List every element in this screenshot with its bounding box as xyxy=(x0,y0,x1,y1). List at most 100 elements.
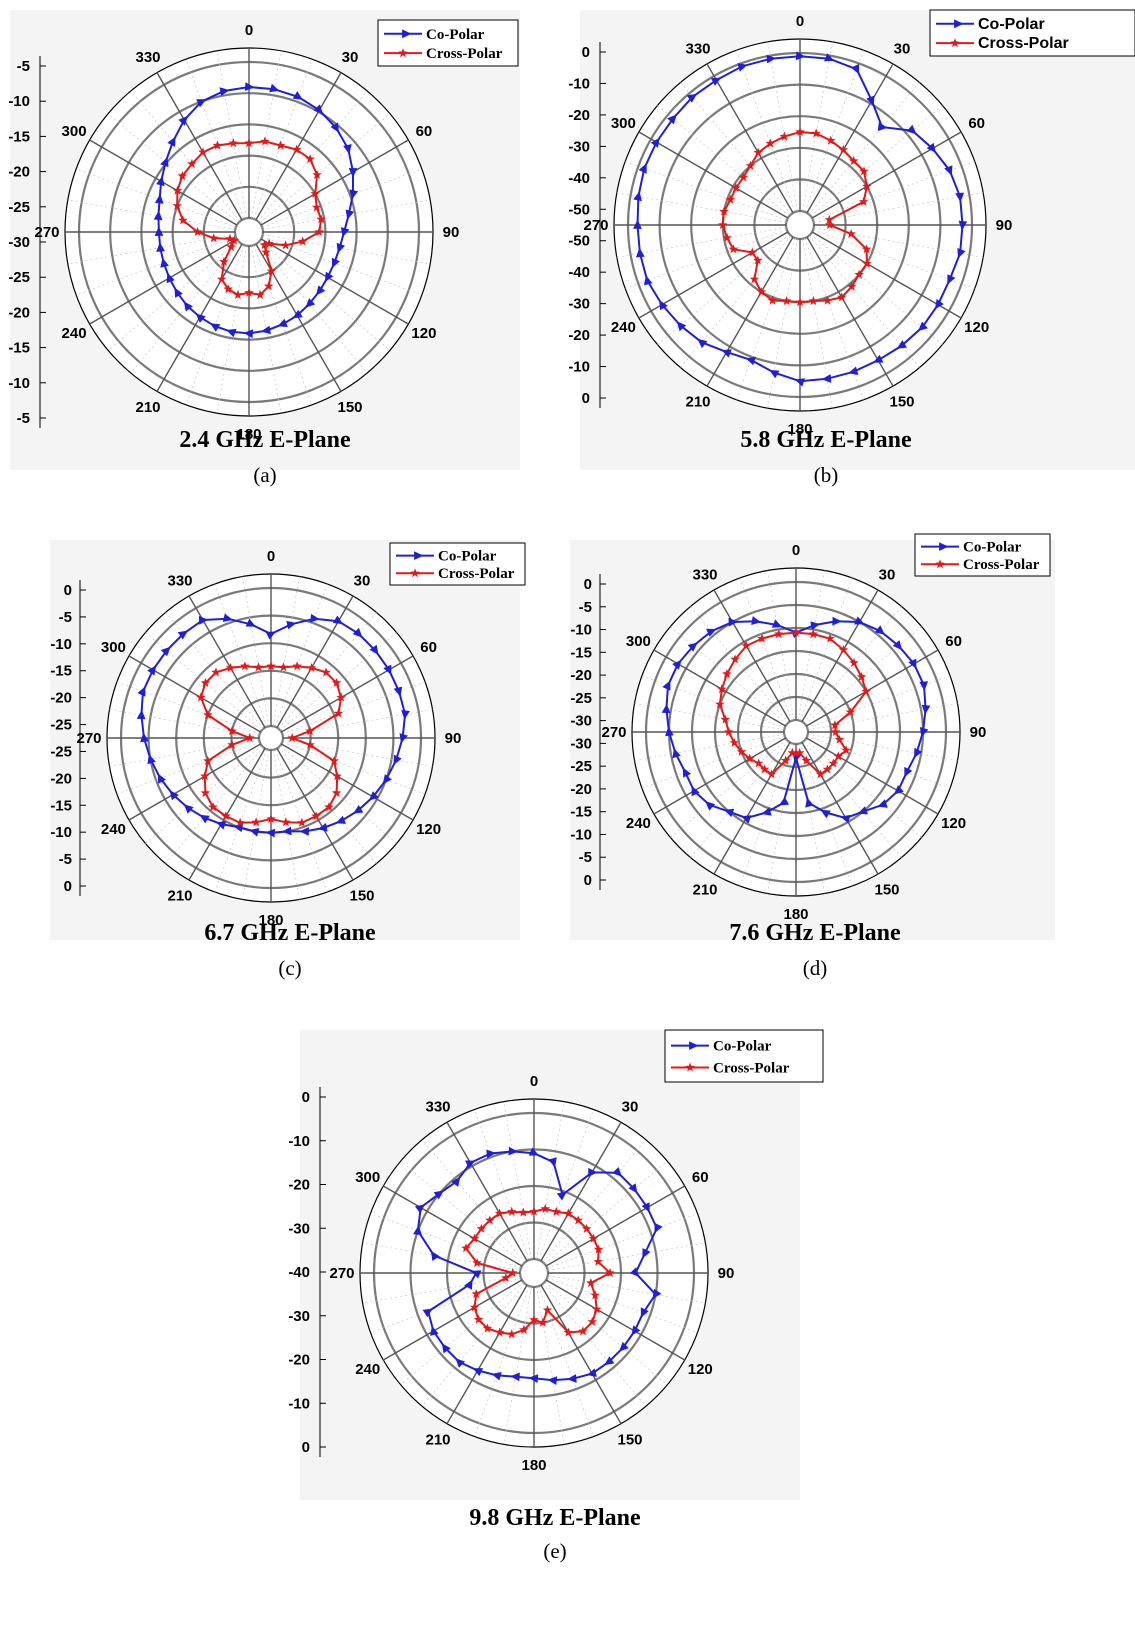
grid-spoke xyxy=(706,63,794,214)
co-polar-point xyxy=(706,628,717,637)
co-polar-point xyxy=(183,301,193,312)
co-polar-point xyxy=(292,309,303,319)
angle-tick-label: 300 xyxy=(355,1169,380,1186)
cross-polar-point xyxy=(507,1268,518,1277)
co-polar-point xyxy=(741,815,752,824)
co-polar-point xyxy=(348,168,358,178)
cross-polar-point xyxy=(172,200,182,210)
co-polar-point xyxy=(368,791,379,801)
cross-polar-point xyxy=(203,756,213,765)
grid-spoke-minor xyxy=(214,583,268,727)
angle-tick-label: 240 xyxy=(101,821,126,838)
radial-tick-label: -30 xyxy=(568,138,590,155)
cross-polar-point xyxy=(177,171,188,181)
co-polar-point xyxy=(958,220,968,231)
co-polar-point xyxy=(633,219,642,229)
co-polar-point xyxy=(728,617,738,627)
cross-polar-point xyxy=(581,1223,592,1233)
grid-spoke-minor xyxy=(274,583,328,727)
grid-spoke-minor xyxy=(690,740,789,858)
grid-spoke-minor xyxy=(370,1277,521,1333)
co-polar-point xyxy=(491,1372,502,1381)
angle-tick-label: 30 xyxy=(879,566,896,583)
co-polar-point xyxy=(154,226,164,236)
co-polar-point xyxy=(547,1376,558,1385)
co-polar-point xyxy=(665,726,674,737)
grid-spoke-minor xyxy=(616,192,787,223)
cross-polar-point xyxy=(578,1326,588,1336)
cross-polar-point xyxy=(208,233,219,243)
cross-polar-point xyxy=(251,817,261,827)
co-polar-point xyxy=(650,137,660,148)
radial-tick-label: -10 xyxy=(568,75,590,92)
grid-spoke xyxy=(545,1185,686,1267)
grid-spoke xyxy=(540,1121,622,1262)
co-polar-point xyxy=(430,1325,439,1336)
co-polar-point xyxy=(471,1270,482,1279)
cross-polar-point xyxy=(729,737,740,747)
radial-tick-label: -15 xyxy=(8,128,30,145)
grid-spoke-minor xyxy=(242,576,270,727)
radial-tick-label: -30 xyxy=(570,735,592,752)
angle-tick-label: 60 xyxy=(420,639,437,656)
co-polar-point xyxy=(265,828,276,838)
radial-tick-label: -15 xyxy=(50,797,72,814)
cross-polar-point xyxy=(745,160,756,170)
cross-polar-point xyxy=(591,1304,602,1314)
panel-label: (e) xyxy=(543,1539,566,1563)
polar-chart-d: 0 30 60 90 120 150 180 210 240 270 300 330 0 -5 -10 -15… xyxy=(570,533,1055,980)
cross-polar-point xyxy=(551,1206,561,1216)
radial-tick-label: 0 xyxy=(302,1439,310,1456)
radial-tick-label: 0 xyxy=(64,878,72,895)
co-polar-point xyxy=(944,165,953,176)
cross-polar-point xyxy=(736,746,747,756)
angle-tick-label: 150 xyxy=(889,394,914,411)
angle-tick-label: 0 xyxy=(796,13,804,30)
cross-polar-point xyxy=(774,629,784,639)
cross-polar-point xyxy=(588,1233,599,1243)
grid-spoke-minor xyxy=(680,235,792,368)
co-polar-point xyxy=(877,799,888,808)
cross-polar-point xyxy=(756,286,767,296)
cross-polar-point xyxy=(331,788,342,798)
co-polar-point xyxy=(955,192,965,203)
cross-polar-point xyxy=(324,802,334,812)
legend-label: Cross-Polar xyxy=(978,35,1069,52)
cross-polar-point xyxy=(292,661,302,671)
angle-tick-label: 120 xyxy=(416,821,441,838)
radial-tick-label: -30 xyxy=(288,1220,310,1237)
co-polar-point xyxy=(261,325,271,335)
angle-tick-label: 0 xyxy=(245,22,253,39)
grid-spoke-minor xyxy=(813,229,975,289)
grid-spoke-minor xyxy=(421,1139,526,1263)
cross-polar-point xyxy=(808,296,819,306)
cross-polar-point xyxy=(849,657,859,667)
co-polar-point xyxy=(510,1372,520,1382)
co-polar-point xyxy=(345,209,355,220)
co-polar-point xyxy=(586,1368,597,1377)
co-polar-point xyxy=(851,63,860,75)
radial-tick-label: 0 xyxy=(302,1089,310,1106)
co-polar-point xyxy=(691,785,700,797)
cross-polar-point xyxy=(825,220,835,229)
radial-tick-label: -20 xyxy=(8,304,30,321)
grid-spoke-minor xyxy=(808,235,920,368)
cross-polar-point xyxy=(200,788,211,798)
legend-triangle-marker xyxy=(402,29,412,39)
grid-spoke-minor xyxy=(813,161,975,221)
angle-tick-label: 150 xyxy=(349,888,374,905)
cross-polar-point xyxy=(833,751,843,761)
radial-tick-label: 0 xyxy=(584,872,592,889)
co-polar-point xyxy=(633,191,642,202)
cross-polar-point xyxy=(172,185,183,195)
co-polar-point xyxy=(486,1149,496,1159)
legend-box xyxy=(389,542,526,586)
co-polar-point xyxy=(661,703,671,714)
co-polar-point xyxy=(567,1374,577,1383)
legend-label: Cross-Polar xyxy=(426,46,503,62)
grid-spoke xyxy=(811,131,962,219)
radial-tick-label: -25 xyxy=(8,199,30,216)
cross-polar-point xyxy=(223,284,233,294)
cross-polar-point xyxy=(593,1244,604,1254)
cross-polar-point xyxy=(745,753,755,763)
